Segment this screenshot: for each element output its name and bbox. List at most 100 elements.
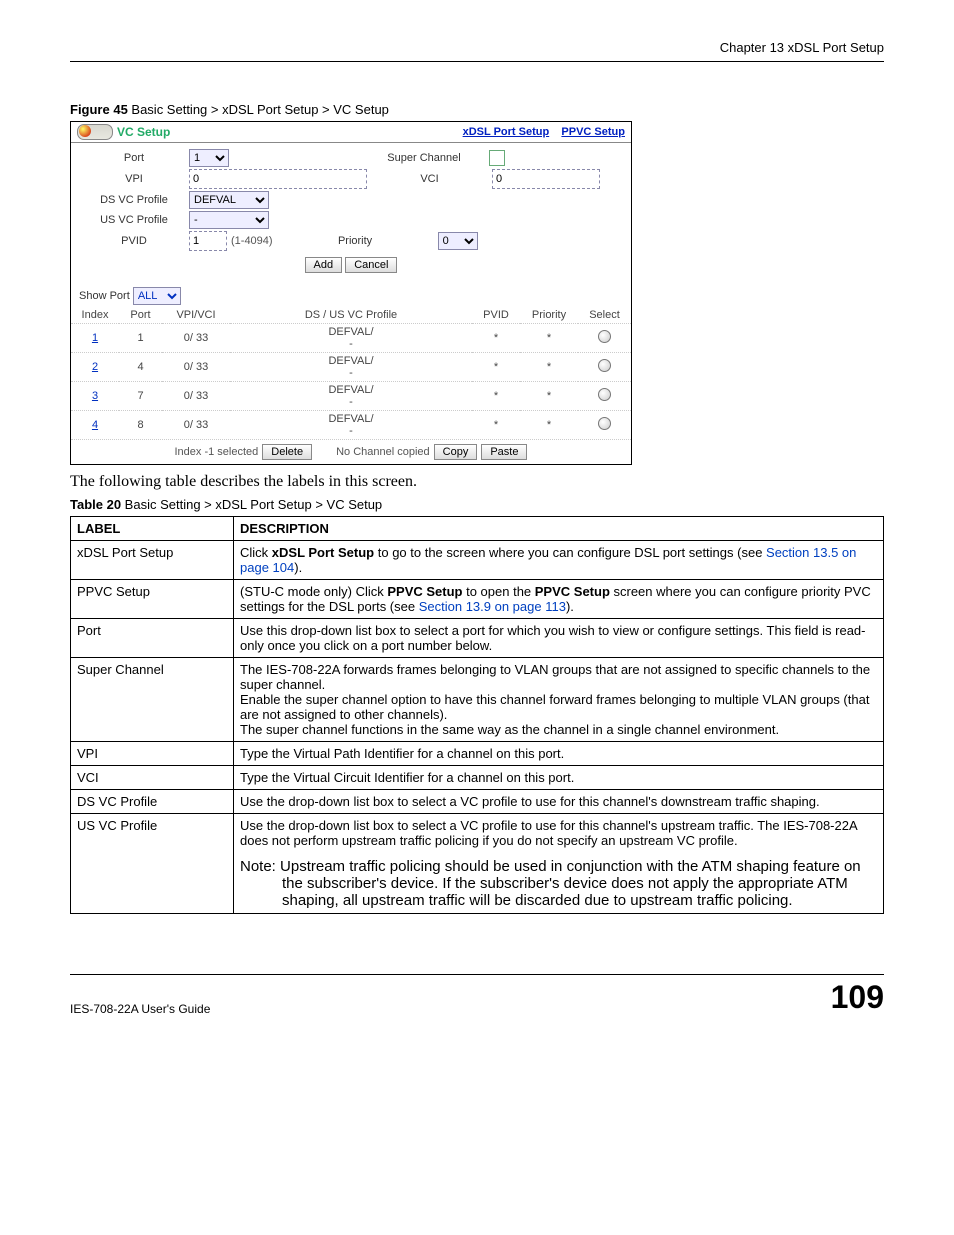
select-radio[interactable] (598, 359, 611, 372)
index-selected-text: Index -1 selected (175, 446, 259, 458)
profile-cell: DEFVAL/- (230, 353, 472, 382)
pvid-cell: * (472, 382, 520, 411)
usvc-label: US VC Profile (79, 214, 189, 226)
super-channel-label: Super Channel (359, 152, 489, 164)
text-span: ). (566, 599, 574, 614)
col-vpivci: VPI/VCI (162, 307, 230, 324)
text-span: Click (240, 545, 272, 560)
desc-col-label: LABEL (71, 517, 234, 541)
vci-label: VCI (367, 173, 492, 185)
footer-guide-title: IES-708-22A User's Guide (70, 1002, 210, 1016)
super-channel-checkbox[interactable] (489, 150, 505, 166)
index-link[interactable]: 1 (92, 332, 98, 344)
port-label: Port (79, 152, 189, 164)
col-port: Port (119, 307, 162, 324)
figure-caption: Figure 45 Basic Setting > xDSL Port Setu… (70, 102, 884, 117)
ppvc-setup-link[interactable]: PPVC Setup (561, 126, 625, 138)
label-cell: VPI (71, 742, 234, 766)
text-span: to open the (462, 584, 534, 599)
port-cell: 8 (119, 411, 162, 440)
table-row: US VC Profile Use the drop-down list box… (71, 814, 884, 914)
priority-select[interactable]: 0 (438, 232, 478, 250)
port-cell: 7 (119, 382, 162, 411)
index-link[interactable]: 4 (92, 419, 98, 431)
copy-button[interactable]: Copy (434, 444, 478, 460)
port-cell: 4 (119, 353, 162, 382)
table-row: VCI Type the Virtual Circuit Identifier … (71, 766, 884, 790)
table-row: Super Channel The IES-708-22A forwards f… (71, 658, 884, 742)
note-block: Note: Upstream traffic policing should b… (240, 858, 877, 909)
vpivci-cell: 0/ 33 (162, 353, 230, 382)
label-cell: US VC Profile (71, 814, 234, 914)
col-index: Index (71, 307, 119, 324)
select-radio[interactable] (598, 388, 611, 401)
table-row: 240/ 33DEFVAL/-** (71, 353, 631, 382)
port-cell: 1 (119, 324, 162, 353)
usvc-select[interactable]: - (189, 211, 269, 229)
vc-setup-screenshot: VC Setup xDSL Port Setup PPVC Setup Port… (70, 121, 632, 465)
bold-span: xDSL Port Setup (272, 545, 374, 560)
table-caption: Table 20 Basic Setting > xDSL Port Setup… (70, 497, 884, 512)
para: Use the drop-down list box to select a V… (240, 818, 877, 848)
chapter-header: Chapter 13 xDSL Port Setup (70, 40, 884, 62)
table-row: xDSL Port Setup Click xDSL Port Setup to… (71, 541, 884, 580)
priority-label: Priority (273, 235, 438, 247)
table-row: DS VC Profile Use the drop-down list box… (71, 790, 884, 814)
desc-col-description: DESCRIPTION (234, 517, 884, 541)
vpivci-cell: 0/ 33 (162, 411, 230, 440)
table-caption-text: Basic Setting > xDSL Port Setup > VC Set… (121, 497, 382, 512)
profile-cell: DEFVAL/- (230, 382, 472, 411)
pvid-input[interactable] (189, 231, 227, 251)
label-cell: Port (71, 619, 234, 658)
desc-cell: Use the drop-down list box to select a V… (234, 814, 884, 914)
col-select: Select (578, 307, 631, 324)
no-channel-copied-text: No Channel copied (336, 446, 430, 458)
col-priority: Priority (520, 307, 578, 324)
port-select[interactable]: 1 (189, 149, 229, 167)
profile-cell: DEFVAL/- (230, 324, 472, 353)
pvid-range: (1-4094) (231, 235, 273, 247)
text-span: ). (294, 560, 302, 575)
pvid-label: PVID (79, 235, 189, 247)
select-radio[interactable] (598, 330, 611, 343)
dsvc-select[interactable]: DEFVAL (189, 191, 269, 209)
text-span: to go to the screen where you can config… (374, 545, 766, 560)
para: Enable the super channel option to have … (240, 692, 877, 722)
vpi-label: VPI (79, 173, 189, 185)
paste-button[interactable]: Paste (481, 444, 527, 460)
table-caption-bold: Table 20 (70, 497, 121, 512)
select-radio[interactable] (598, 417, 611, 430)
pvid-cell: * (472, 411, 520, 440)
text-span: (STU-C mode only) Click (240, 584, 387, 599)
priority-cell: * (520, 324, 578, 353)
description-table: LABEL DESCRIPTION xDSL Port Setup Click … (70, 516, 884, 914)
table-row: 480/ 33DEFVAL/-** (71, 411, 631, 440)
pvid-cell: * (472, 324, 520, 353)
priority-cell: * (520, 382, 578, 411)
bold-span: PPVC Setup (387, 584, 462, 599)
index-link[interactable]: 3 (92, 390, 98, 402)
cancel-button[interactable]: Cancel (345, 257, 397, 273)
vci-input[interactable] (492, 169, 600, 189)
col-profile: DS / US VC Profile (230, 307, 472, 324)
bold-span: PPVC Setup (535, 584, 610, 599)
label-cell: Super Channel (71, 658, 234, 742)
profile-cell: DEFVAL/- (230, 411, 472, 440)
delete-button[interactable]: Delete (262, 444, 312, 460)
intro-text: The following table describes the labels… (70, 473, 884, 491)
show-port-select[interactable]: ALL (133, 287, 181, 305)
dsvc-label: DS VC Profile (79, 194, 189, 206)
label-cell: PPVC Setup (71, 580, 234, 619)
desc-cell: (STU-C mode only) Click PPVC Setup to op… (234, 580, 884, 619)
para: The IES-708-22A forwards frames belongin… (240, 662, 877, 692)
add-button[interactable]: Add (305, 257, 343, 273)
vpi-input[interactable] (189, 169, 367, 189)
page-number: 109 (831, 979, 884, 1016)
xdsl-port-setup-link[interactable]: xDSL Port Setup (463, 126, 550, 138)
index-link[interactable]: 2 (92, 361, 98, 373)
desc-cell: Type the Virtual Path Identifier for a c… (234, 742, 884, 766)
figure-caption-bold: Figure 45 (70, 102, 128, 117)
vpivci-cell: 0/ 33 (162, 324, 230, 353)
section-link[interactable]: Section 13.9 on page 113 (419, 599, 566, 614)
desc-cell: Click xDSL Port Setup to go to the scree… (234, 541, 884, 580)
